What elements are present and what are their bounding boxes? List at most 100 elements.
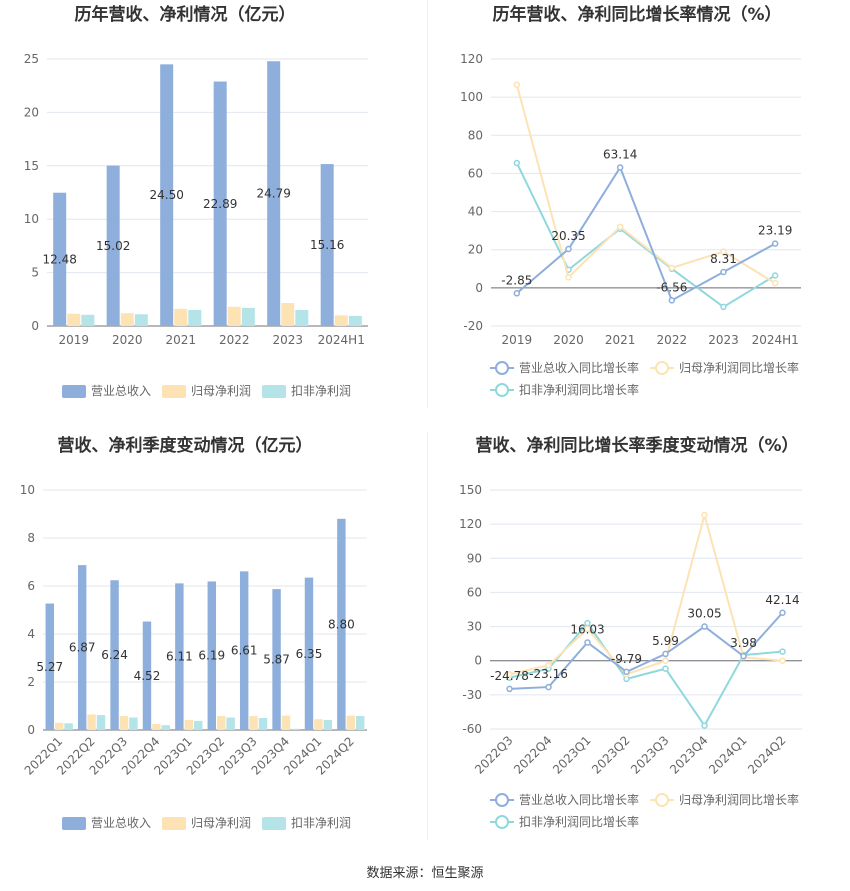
bar-2-3 (241, 307, 255, 326)
y-tick-label: 100 (460, 90, 483, 104)
legend-label-2: 扣非净利润同比增长率 (519, 814, 639, 829)
data-label: 20.35 (551, 229, 585, 243)
chart-svg-2: 营收、净利季度变动情况（亿元）02468102022Q12022Q22022Q3… (20, 435, 367, 830)
x-tick-label: 2020 (553, 333, 584, 347)
bar-1-3 (227, 306, 241, 326)
point-0-4 (720, 268, 727, 276)
y-tick-label: 40 (468, 205, 483, 219)
bar-2-6 (258, 718, 268, 730)
legend-marker-2 (495, 383, 509, 397)
point-0-3 (623, 668, 630, 676)
point-2-5 (701, 722, 708, 729)
bar-1-1 (87, 714, 96, 730)
data-label: 6.87 (69, 641, 96, 655)
x-tick-label: 2022Q4 (511, 733, 555, 777)
x-tick-label: 2021 (605, 333, 636, 347)
legend-swatch-2 (262, 385, 286, 398)
data-label: -9.79 (611, 652, 642, 666)
point-0-2 (616, 164, 624, 171)
bar-0-3 (142, 621, 152, 730)
legend-marker-2 (495, 815, 509, 829)
x-tick-label: 2024Q1 (706, 733, 750, 777)
bar-2-1 (96, 715, 106, 730)
bar-1-2 (119, 716, 129, 730)
divider-bottom (427, 432, 428, 840)
y-tick-label: 6 (27, 579, 35, 593)
y-tick-label: 10 (24, 212, 39, 226)
y-tick-label: 8 (27, 531, 35, 545)
legend-label-0: 营业总收入同比增长率 (519, 360, 639, 375)
legend-label-0: 营业总收入 (91, 384, 151, 398)
x-tick-label: 2023Q4 (667, 733, 711, 777)
data-label: 15.16 (310, 238, 344, 252)
y-tick-label: 60 (467, 585, 482, 599)
point-1-4 (662, 657, 669, 664)
annual-growth-rate-chart: 历年营收、净利同比增长率情况（%） -20 0 20 40 60 80 100 120 2019 2… (425, 0, 850, 420)
point-1-4 (720, 248, 727, 255)
bar-2-5 (348, 315, 362, 326)
x-tick-label: 2022Q3 (472, 733, 516, 777)
x-tick-label: 2024Q2 (745, 733, 789, 777)
data-label: 5.27 (36, 660, 63, 674)
data-label: 6.61 (231, 644, 258, 658)
legend-label-0: 营业总收入同比增长率 (519, 792, 639, 807)
data-label: 30.05 (687, 607, 721, 621)
point-1-2 (584, 625, 591, 633)
y-tick-label: -20 (463, 319, 483, 333)
data-source: 数据来源：恒生聚源 (366, 866, 484, 881)
bar-0-0 (45, 603, 54, 730)
series-line-0 (516, 165, 776, 302)
bar-2-2 (188, 309, 202, 326)
chart-title: 营收、净利同比增长率季度变动情况（%） (475, 435, 798, 456)
x-tick-label: 2019 (502, 333, 533, 347)
x-tick-label: 2024H1 (752, 333, 799, 347)
x-tick-label: 2021 (165, 333, 196, 347)
data-label: 24.79 (257, 187, 291, 201)
bar-1-1 (120, 313, 134, 326)
y-tick-label: -60 (462, 722, 482, 736)
bar-2-9 (356, 716, 365, 730)
y-tick-label: 4 (27, 627, 35, 641)
x-tick-label: 2023Q1 (550, 733, 594, 777)
x-tick-label: 2020 (112, 333, 143, 347)
bar-0-2 (160, 64, 174, 326)
bar-1-0 (67, 313, 81, 326)
bar-0-9 (337, 518, 346, 730)
point-0-4 (662, 650, 669, 658)
legend-label-2: 扣非净利润 (291, 816, 351, 830)
point-0-0 (513, 290, 521, 297)
y-tick-label: 0 (31, 319, 39, 333)
legend-label-2: 扣非净利润 (291, 384, 351, 398)
bar-0-1 (106, 165, 120, 326)
legend-marker-0 (495, 793, 509, 807)
legend-label-1: 归母净利润同比增长率 (679, 360, 799, 375)
point-1-0 (506, 671, 513, 678)
y-tick-label: 60 (468, 166, 483, 180)
data-label: 8.80 (328, 617, 355, 631)
data-label: 3.98 (730, 636, 757, 650)
bar-2-2 (129, 717, 138, 730)
y-tick-label: 150 (459, 483, 482, 497)
data-label: 24.50 (150, 188, 184, 202)
series-line-2 (509, 621, 783, 728)
legend-swatch-0 (62, 385, 86, 398)
data-label: 42.14 (765, 593, 799, 607)
chart-svg-3: 营收、净利同比增长率季度变动情况（%） -60 -30 0 30 60 90 120 150 20… (459, 435, 802, 829)
legend-marker-1 (655, 793, 669, 807)
bar-1-2 (174, 308, 188, 326)
divider-top (427, 0, 428, 408)
y-tick-label: 20 (468, 243, 483, 257)
point-2-4 (720, 303, 727, 311)
point-1-3 (668, 264, 676, 272)
bar-0-6 (239, 571, 249, 730)
data-label: 5.87 (263, 653, 290, 667)
bar-0-2 (110, 580, 119, 730)
bar-1-5 (216, 716, 226, 730)
bar-1-8 (314, 719, 323, 730)
point-1-5 (701, 511, 708, 519)
legend-swatch-1 (162, 817, 186, 830)
chart-svg-0: 历年营收、净利情况（亿元） 0 5 10 15 20 25 2019 2020 2021 2022 2… (24, 4, 368, 398)
series-line-0 (509, 612, 784, 690)
x-tick-label: 2024H1 (318, 333, 365, 347)
point-0-6 (740, 652, 747, 660)
